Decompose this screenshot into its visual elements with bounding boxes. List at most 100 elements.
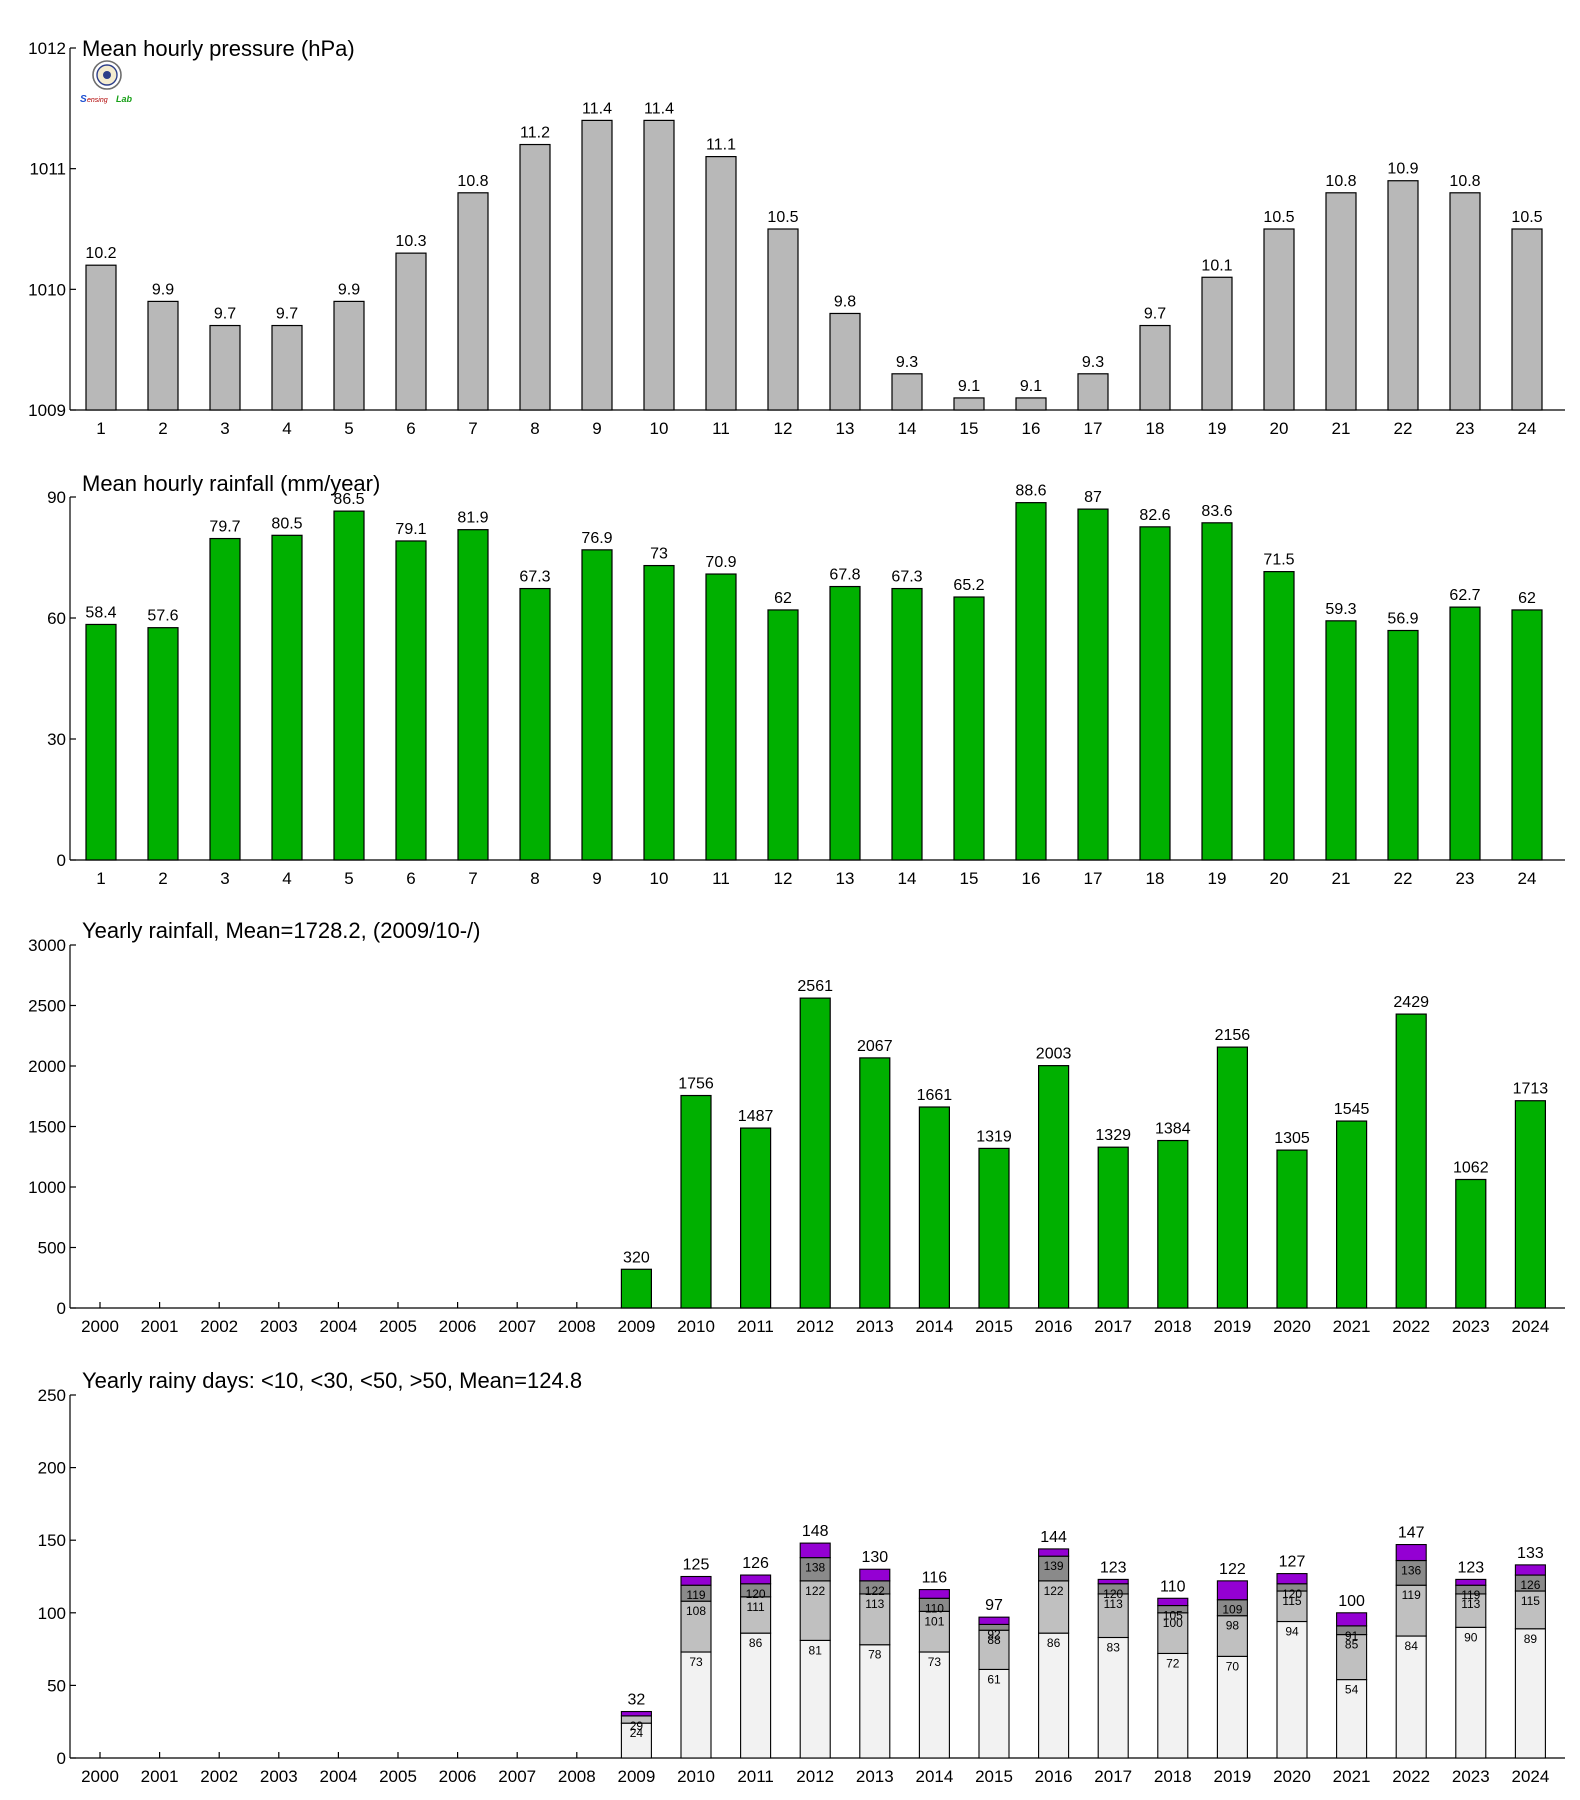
x-tick-label: 2013: [856, 1317, 894, 1336]
x-tick-label: 13: [836, 869, 855, 888]
bar-value-label: 71.5: [1263, 552, 1294, 569]
bar-total-label: 144: [1040, 1529, 1067, 1546]
stack-segment-4: [740, 1574, 772, 1585]
bar-total-label: 133: [1517, 1545, 1544, 1562]
bar-value-label: 10.8: [1325, 173, 1356, 190]
bar-value-label: 57.6: [147, 608, 178, 625]
segment-value-label: 92: [987, 1627, 1001, 1641]
bar-value-label: 10.3: [395, 233, 426, 250]
bar: [891, 373, 923, 411]
segment-value-label: 105: [1163, 1609, 1183, 1623]
x-tick-label: 21: [1332, 869, 1351, 888]
stack-segment-1: [1097, 1636, 1129, 1759]
stack-segment-1: [1276, 1620, 1308, 1759]
chart-title: Yearly rainy days: <10, <30, <50, >50, M…: [82, 1368, 582, 1393]
bar-total-label: 116: [922, 1570, 948, 1587]
bar: [271, 534, 303, 861]
x-tick-label: 2018: [1154, 1317, 1192, 1336]
bar-value-label: 70.9: [705, 554, 736, 571]
bar: [147, 300, 179, 411]
bar-value-label: 10.2: [85, 245, 116, 262]
bar-value-label: 1384: [1155, 1121, 1191, 1138]
bar-total-label: 123: [1100, 1559, 1127, 1576]
x-tick-label: 2002: [200, 1317, 238, 1336]
x-tick-label: 6: [406, 419, 415, 438]
x-tick-label: 2015: [975, 1767, 1013, 1786]
bar: [680, 1094, 712, 1309]
bar-value-label: 9.1: [958, 378, 980, 395]
segment-value-label: 113: [865, 1597, 884, 1611]
bar-value-label: 59.3: [1325, 601, 1356, 618]
segment-value-label: 24: [630, 1726, 644, 1740]
pressure-chart: Mean hourly pressure (hPa)10091010101110…: [28, 36, 1565, 438]
stack-segment-4: [1514, 1564, 1546, 1576]
x-tick-label: 2022: [1392, 1767, 1430, 1786]
bar-value-label: 79.1: [395, 521, 426, 538]
x-tick-label: 17: [1084, 869, 1103, 888]
segment-value-label: 81: [809, 1643, 823, 1657]
x-tick-label: 2: [158, 419, 167, 438]
bar-total-label: 125: [683, 1557, 710, 1574]
bar: [705, 156, 737, 411]
segment-value-label: 88: [987, 1633, 1001, 1647]
stack-segment-4: [1216, 1580, 1248, 1601]
y-tick-label: 500: [38, 1239, 66, 1258]
stack-segment-1: [918, 1651, 950, 1759]
bar: [581, 549, 613, 861]
x-tick-label: 2015: [975, 1317, 1013, 1336]
segment-value-label: 119: [686, 1588, 705, 1602]
segment-value-label: 73: [928, 1655, 942, 1669]
svg-text:S: S: [80, 94, 87, 105]
x-tick-label: 2017: [1094, 1317, 1132, 1336]
x-tick-label: 2019: [1213, 1317, 1251, 1336]
bar: [1097, 1146, 1129, 1309]
bar-total-label: 127: [1279, 1554, 1306, 1571]
x-tick-label: 19: [1208, 869, 1227, 888]
segment-value-label: 98: [1226, 1619, 1240, 1633]
stack-segment-1: [1157, 1652, 1189, 1759]
bar-total-label: 123: [1457, 1559, 1484, 1576]
bar-total-label: 130: [861, 1549, 888, 1566]
bar-value-label: 2003: [1036, 1046, 1072, 1063]
x-tick-label: 9: [592, 869, 601, 888]
bar-value-label: 83.6: [1201, 503, 1232, 520]
bar-value-label: 73: [650, 546, 668, 563]
x-tick-label: 24: [1518, 869, 1537, 888]
x-tick-label: 4: [282, 869, 291, 888]
x-tick-label: 15: [960, 869, 979, 888]
bar-value-label: 2067: [857, 1038, 893, 1055]
bar: [1139, 324, 1171, 411]
bar-total-label: 126: [742, 1555, 769, 1572]
stack-segment-1: [620, 1722, 652, 1759]
bar-value-label: 65.2: [953, 577, 984, 594]
segment-value-label: 91: [1345, 1629, 1359, 1643]
segment-value-label: 83: [1107, 1640, 1121, 1654]
bar: [1449, 192, 1481, 411]
stack-segment-4: [1336, 1612, 1368, 1627]
bar: [1263, 228, 1295, 411]
bar-value-label: 9.1: [1020, 378, 1042, 395]
x-tick-label: 2001: [141, 1767, 179, 1786]
x-tick-label: 2023: [1452, 1317, 1490, 1336]
x-tick-label: 9: [592, 419, 601, 438]
x-tick-label: 1: [96, 869, 105, 888]
bar: [859, 1057, 891, 1309]
x-tick-label: 2007: [498, 1317, 536, 1336]
stack-segment-4: [918, 1589, 950, 1599]
x-tick-label: 12: [774, 869, 793, 888]
stack-segment-1: [978, 1668, 1010, 1759]
x-tick-label: 3: [220, 869, 229, 888]
bar: [271, 324, 303, 411]
x-tick-label: 12: [774, 419, 793, 438]
bar: [767, 228, 799, 411]
stack-segment-4: [978, 1616, 1010, 1625]
x-tick-label: 8: [530, 869, 539, 888]
segment-value-label: 122: [805, 1584, 825, 1598]
stack-segment-4: [799, 1542, 831, 1559]
bar-value-label: 2429: [1393, 994, 1429, 1011]
segment-value-label: 138: [805, 1561, 825, 1575]
x-tick-label: 2011: [737, 1767, 774, 1786]
stack-segment-2: [978, 1629, 1010, 1670]
x-tick-label: 2024: [1511, 1767, 1549, 1786]
bar: [767, 609, 799, 861]
